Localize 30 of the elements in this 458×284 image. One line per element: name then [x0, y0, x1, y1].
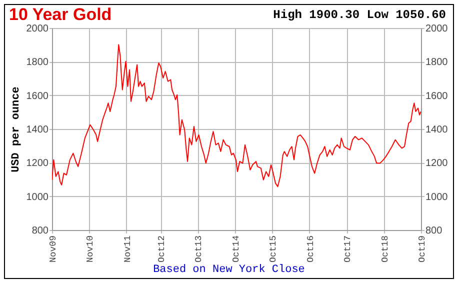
- y2-tick-label: 1200: [426, 158, 448, 170]
- y2-tick-label: 1000: [426, 192, 448, 203]
- line-series: [52, 44, 421, 188]
- y-tick-label: 1000: [26, 192, 49, 203]
- y2-tick-label: 2000: [426, 24, 448, 34]
- x-tick-label: Oct19: [418, 236, 428, 263]
- text: High 1900.30 Low 1050.60: [273, 8, 446, 22]
- chart-title: 10 Year Gold: [9, 5, 112, 24]
- y-tick-label: 1400: [26, 124, 49, 136]
- x-tick-label: Nov09: [48, 236, 58, 263]
- y-tick-label: 1200: [26, 158, 49, 170]
- x-tick-label: Oct12: [157, 236, 168, 263]
- y2-tick-label: 1800: [426, 57, 448, 68]
- y2-tick-label: 800: [426, 226, 443, 236]
- x-tick-label: Oct16: [306, 236, 316, 263]
- y-axis-title: USD per ounce: [10, 86, 22, 172]
- y2-tick-label: 1600: [426, 90, 448, 102]
- x-tick-label: Oct17: [343, 236, 354, 263]
- y-tick-label: 1600: [26, 90, 49, 102]
- x-tick-label: Oct14: [231, 236, 242, 263]
- x-tick-label: Nov10: [86, 236, 96, 263]
- y-tick-label: 2000: [26, 24, 49, 34]
- y2-tick-label: 1400: [426, 124, 448, 136]
- x-tick-label: Oct15: [268, 236, 279, 263]
- y-tick-label: 1800: [26, 57, 49, 68]
- x-tick-label: Nov11: [122, 236, 133, 263]
- text: Based on New York Close: [152, 264, 306, 276]
- x-tick-label: Oct18: [380, 236, 390, 263]
- y-tick-label: 800: [32, 226, 49, 236]
- x-tick-label: Oct13: [194, 236, 204, 263]
